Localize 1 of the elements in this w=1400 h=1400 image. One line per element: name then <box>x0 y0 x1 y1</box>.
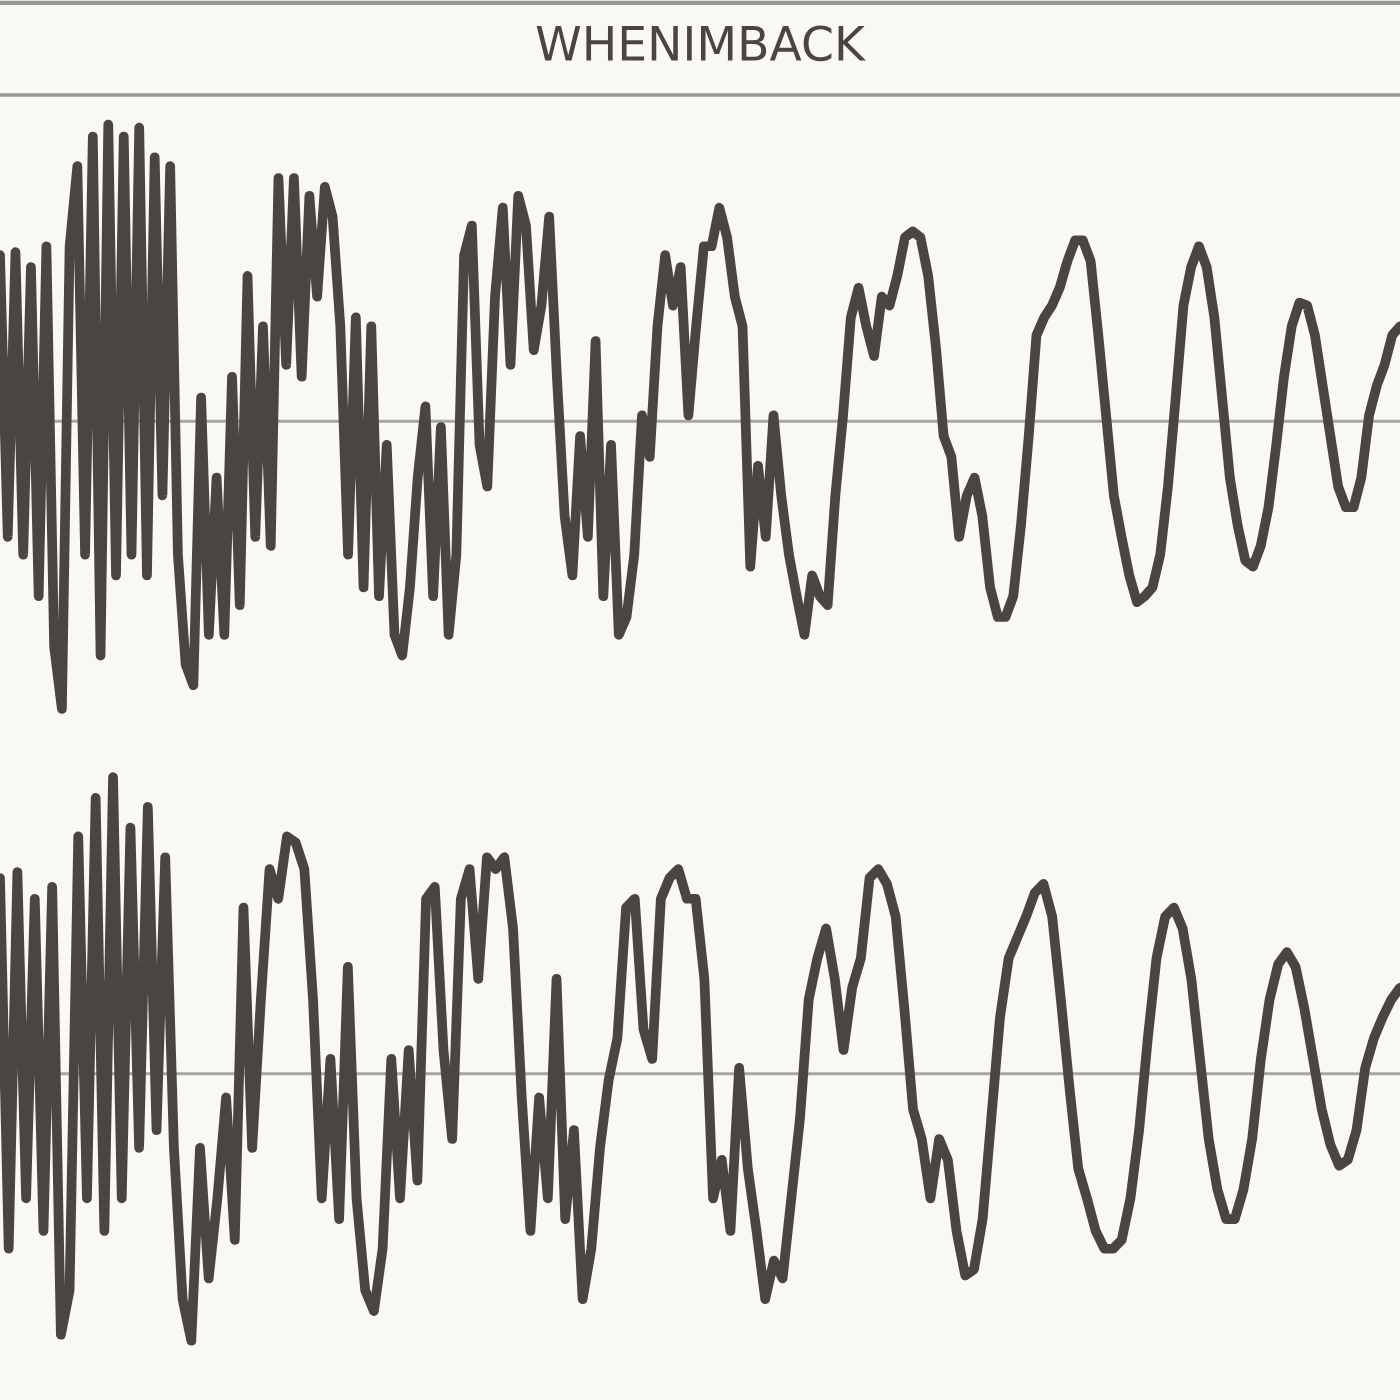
chart-title: WHENIMBACK <box>536 25 866 62</box>
